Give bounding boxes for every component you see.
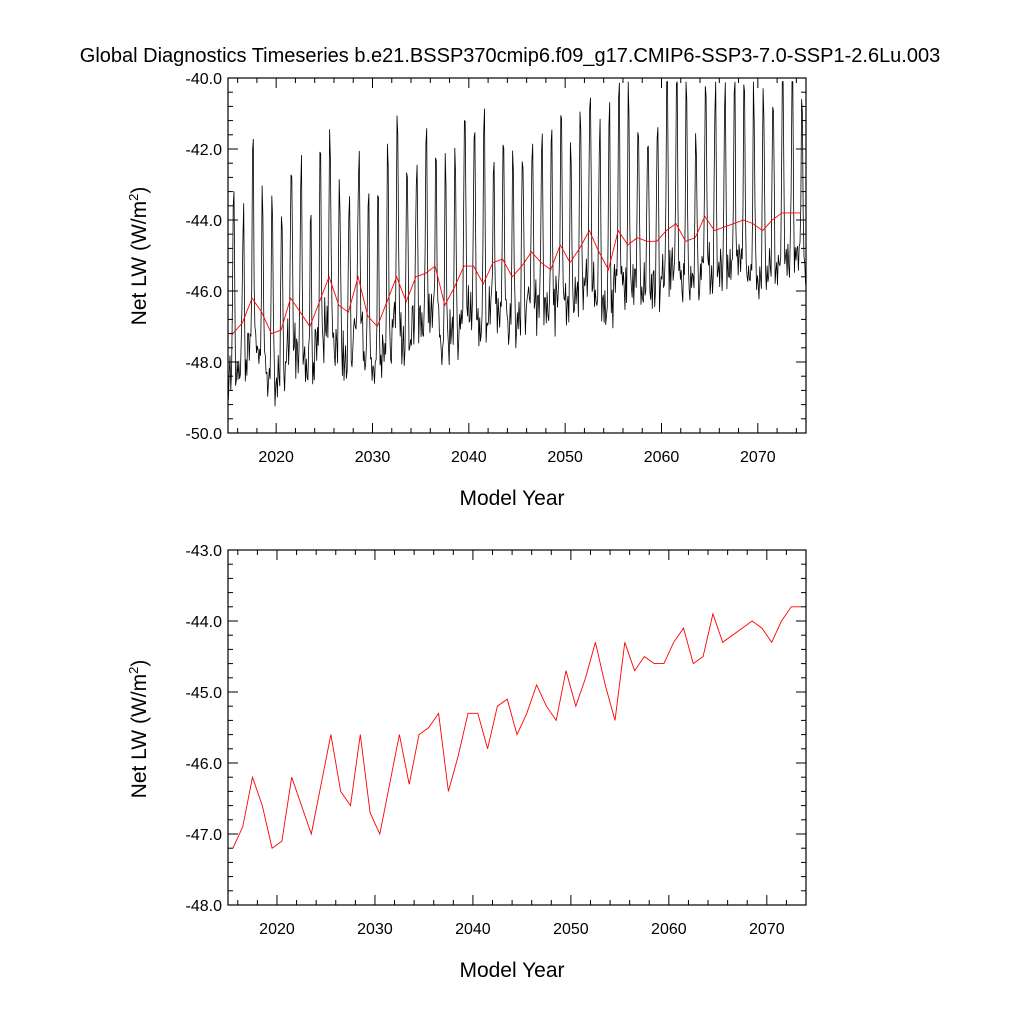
top-y-tick-label: -40.0 [186,71,223,88]
bottom-y-tick-label: -48.0 [186,898,223,915]
top-x-tick-label: 2070 [740,449,776,466]
top-y-tick-label: -46.0 [186,284,223,301]
top-monthly-series-line [228,81,806,407]
bottom-x-axis-label: Model Year [459,959,564,982]
top-plot-area [228,81,806,407]
top-x-tick-label: 2020 [258,449,294,466]
bottom-y-axis-label: Net LW (W/m2) [126,660,151,799]
bottom-x-tick-label: 2050 [553,921,589,938]
bottom-plot-area [232,606,802,849]
top-plot-frame [227,77,807,434]
bottom-x-tick-label: 2070 [749,921,785,938]
bottom-plot-frame [227,549,807,906]
bottom-y-tick-label: -47.0 [186,827,223,844]
top-y-tick-label: -44.0 [186,213,223,230]
bottom-y-tick-label: -43.0 [186,543,223,560]
top-x-tick-label: 2060 [644,449,680,466]
bottom-x-tick-label: 2040 [455,921,491,938]
top-y-tick-label: -48.0 [186,355,223,372]
bottom-y-tick-label: -46.0 [186,756,223,773]
bottom-ticks: 2020 2030 2040 2050 2060 2070 -48.0 -47.0 -46.0 -… [186,543,807,938]
top-x-tick-label: 2050 [547,449,583,466]
top-annual-mean-line [232,212,802,335]
top-ticks: 2020 2030 2040 2050 2060 2070 -50.0 -48.0 -46.0 -… [186,71,806,466]
top-panel: 2020 2030 2040 2050 2060 2070 -50.0 -48.0 -46.0 -… [126,71,807,510]
figure-title: Global Diagnostics Timeseries b.e21.BSSP… [80,45,940,67]
bottom-y-tick-label: -45.0 [186,685,223,702]
top-y-tick-label: -50.0 [186,426,223,443]
bottom-x-tick-label: 2030 [357,921,393,938]
bottom-annual-mean-line [232,606,802,849]
bottom-panel: 2020 2030 2040 2050 2060 2070 -48.0 -47.0 -46.0 -… [126,543,807,982]
top-y-axis-label: Net LW (W/m2) [126,187,151,326]
bottom-x-tick-label: 2020 [259,921,295,938]
bottom-y-tick-label: -44.0 [186,614,223,631]
top-x-tick-label: 2030 [355,449,391,466]
top-y-tick-label: -42.0 [186,142,223,159]
top-x-axis-label: Model Year [459,487,564,510]
bottom-x-tick-label: 2060 [651,921,687,938]
top-x-tick-label: 2040 [451,449,487,466]
